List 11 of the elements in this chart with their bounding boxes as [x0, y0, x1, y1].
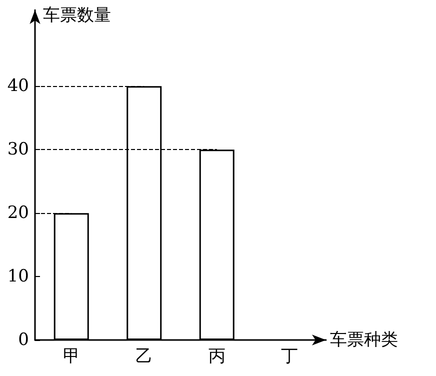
y-tick-label: 40	[7, 76, 29, 96]
x-tick-label: 乙	[136, 346, 153, 366]
y-tick-label: 20	[7, 203, 29, 224]
x-axis-title: 车票种类	[330, 330, 398, 350]
y-tick-label: 0	[18, 330, 29, 350]
x-tick-label: 甲	[62, 346, 80, 366]
x-tick-label: 丁	[281, 346, 298, 366]
y-tick-label: 10	[7, 266, 29, 287]
y-tick-label: 30	[7, 140, 29, 160]
x-tick-label: 丙	[208, 346, 226, 366]
y-axis-title: 车票数量	[43, 6, 111, 26]
